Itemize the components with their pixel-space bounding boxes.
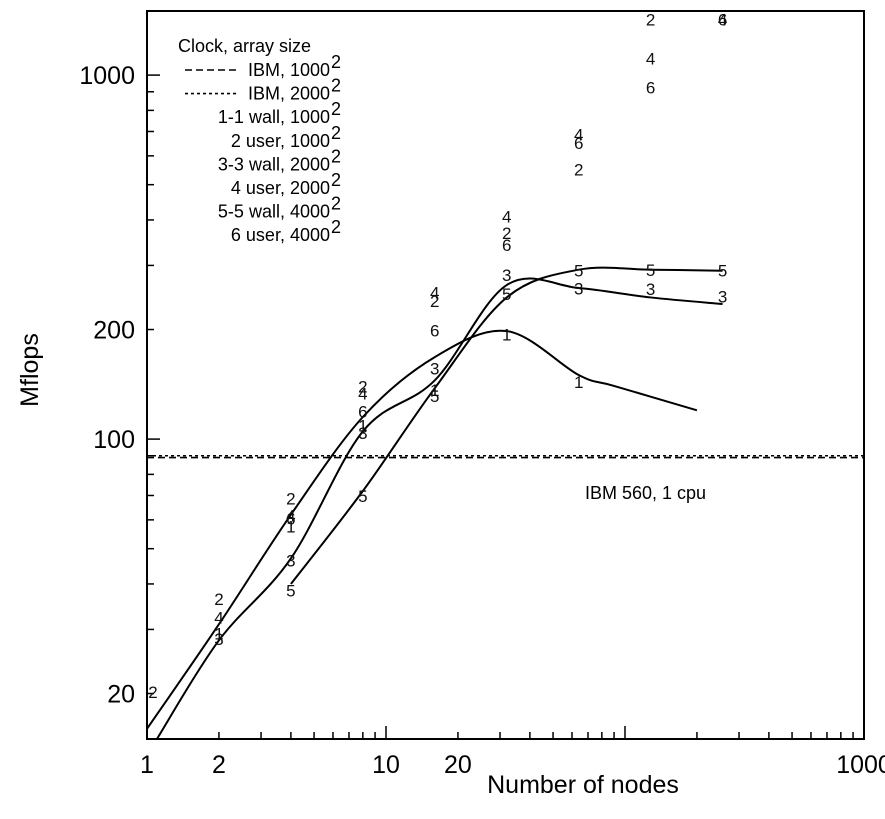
legend-entry: IBM, 1000 — [248, 60, 330, 80]
marker-series-5: 5 — [502, 285, 511, 304]
marker-series-2: 2 — [502, 224, 511, 243]
x-tick-label: 10 — [372, 751, 400, 779]
marker-series-6: 6 — [430, 321, 439, 340]
legend-entry-superscript: 2 — [331, 123, 341, 143]
legend-entry: IBM, 2000 — [248, 84, 330, 104]
marker-series-2: 2 — [430, 292, 439, 311]
marker-series-3: 3 — [214, 630, 223, 649]
marker-series-6: 6 — [286, 509, 295, 528]
y-axis-title: Mflops — [16, 333, 44, 407]
marker-series-3: 3 — [574, 279, 583, 298]
legend-entry-superscript: 2 — [331, 52, 341, 72]
x-axis-title: Number of nodes — [487, 771, 679, 799]
marker-series-6: 6 — [646, 79, 655, 98]
data-markers: 1 1 1 1 1 1 2 2 2 2 2 2 2 2 3 3 3 3 3 3 3 3 4 4 4 4 4 4 4 4 5 5 5 5 5 5 5 6 6 6… — [148, 10, 727, 702]
plot-frame — [146, 10, 865, 740]
y-tick-label: 1000 — [79, 62, 135, 90]
marker-series-5: 5 — [574, 261, 583, 280]
x-axis-ticks: 1 2 10 20 1000 — [140, 726, 885, 779]
legend-entry: 6 user, 4000 — [231, 225, 330, 245]
legend-entry-superscript: 2 — [331, 170, 341, 190]
marker-series-3: 3 — [502, 266, 511, 285]
marker-series-2: 2 — [574, 161, 583, 180]
legend-entry: 4 user, 2000 — [231, 178, 330, 198]
x-tick-label: 2 — [212, 751, 226, 779]
marker-series-5: 5 — [646, 261, 655, 280]
x-tick-label: 1 — [140, 751, 154, 779]
curve-series-1 — [147, 329, 698, 730]
marker-series-2: 2 — [358, 378, 367, 397]
legend-entry-superscript: 2 — [331, 76, 341, 96]
reference-lines — [147, 454, 864, 459]
marker-series-5: 5 — [718, 261, 727, 280]
marker-series-3: 3 — [430, 359, 439, 378]
legend-entry: 2 user, 1000 — [231, 131, 330, 151]
marker-series-6: 6 — [718, 10, 727, 29]
marker-series-4: 4 — [358, 385, 367, 404]
marker-series-1: 1 — [214, 624, 223, 643]
marker-series-1: 1 — [574, 373, 583, 392]
legend-entry: 3-3 wall, 2000 — [218, 154, 330, 174]
x-tick-label: 1000 — [836, 751, 885, 779]
marker-series-2: 2 — [148, 683, 157, 702]
fitted-curves — [147, 266, 723, 739]
legend-entry: 1-1 wall, 1000 — [218, 107, 330, 127]
marker-series-6: 6 — [502, 236, 511, 255]
legend-entry-superscript: 2 — [331, 146, 341, 166]
marker-series-4: 4 — [574, 126, 583, 145]
legend-entry-superscript: 2 — [331, 194, 341, 214]
legend-entry-superscript: 2 — [331, 217, 341, 237]
y-tick-label: 100 — [93, 426, 135, 454]
marker-series-1: 1 — [430, 381, 439, 400]
legend-entry: 5-5 wall, 4000 — [218, 202, 330, 222]
marker-series-4: 4 — [646, 50, 655, 69]
marker-series-3: 3 — [718, 288, 727, 307]
marker-series-1: 1 — [286, 517, 295, 536]
marker-series-3: 3 — [646, 280, 655, 299]
x-tick-label: 20 — [444, 751, 472, 779]
y-axis-ticks: 20 100 200 1000 — [79, 62, 160, 709]
marker-series-4: 4 — [286, 507, 295, 526]
legend-title: Clock, array size — [178, 36, 311, 56]
marker-series-1: 1 — [502, 325, 511, 344]
legend-entry-superscript: 2 — [331, 99, 341, 119]
reference-annotation: IBM 560, 1 cpu — [585, 483, 706, 503]
marker-series-2: 2 — [286, 490, 295, 509]
marker-series-5: 5 — [286, 582, 295, 601]
y-tick-label: 20 — [107, 681, 135, 709]
marker-series-1: 1 — [358, 416, 367, 435]
marker-series-5: 5 — [430, 387, 439, 406]
marker-series-4: 4 — [502, 207, 511, 226]
marker-series-4: 4 — [430, 284, 439, 303]
marker-series-2: 2 — [214, 590, 223, 609]
y-tick-label: 200 — [93, 317, 135, 345]
curve-series-3 — [156, 277, 723, 739]
marker-series-4: 4 — [718, 10, 727, 29]
marker-series-6: 6 — [358, 402, 367, 421]
marker-series-3: 3 — [286, 551, 295, 570]
marker-series-5: 5 — [358, 487, 367, 506]
marker-series-6: 6 — [574, 134, 583, 153]
curve-series-5 — [290, 266, 723, 585]
marker-series-2: 2 — [646, 10, 655, 29]
marker-series-3: 3 — [358, 424, 367, 443]
marker-series-4: 4 — [214, 609, 223, 628]
